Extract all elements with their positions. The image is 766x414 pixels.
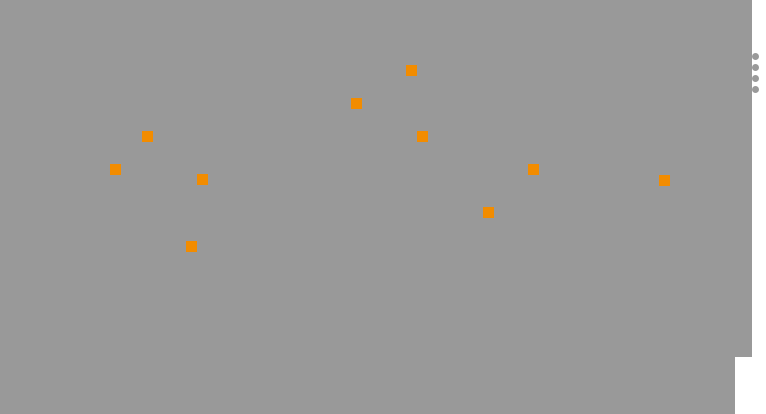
scatter-marker[interactable] xyxy=(185,240,197,252)
gray-overlay-lower xyxy=(0,357,735,414)
dot-4-icon xyxy=(752,86,759,93)
scatter-marker[interactable] xyxy=(405,64,417,76)
scatter-marker[interactable] xyxy=(527,163,539,175)
scatter-marker[interactable] xyxy=(658,174,670,186)
scatter-marker[interactable] xyxy=(416,130,428,142)
gray-overlay-upper xyxy=(0,0,752,357)
dot-3-icon xyxy=(752,75,759,82)
scatter-marker[interactable] xyxy=(350,97,362,109)
dot-2-icon xyxy=(752,64,759,71)
scatter-marker[interactable] xyxy=(482,206,494,218)
scatter-marker[interactable] xyxy=(196,173,208,185)
vertical-dot-indicator[interactable] xyxy=(751,53,760,93)
scatter-marker[interactable] xyxy=(109,163,121,175)
scatter-marker[interactable] xyxy=(141,130,153,142)
dot-1-icon xyxy=(752,53,759,60)
